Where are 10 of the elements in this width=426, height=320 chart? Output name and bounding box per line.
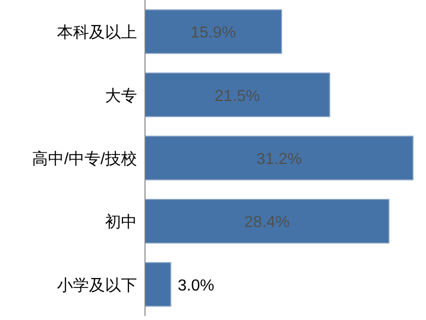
data-label: 15.9% [190, 24, 236, 42]
y-tick-label: 高中/中专/技校 [32, 150, 137, 168]
data-label: 31.2% [256, 151, 302, 168]
y-tick-label: 小学及以下 [57, 276, 137, 294]
y-tick-label: 大专 [105, 86, 137, 105]
y-tick-label: 本科及以上 [57, 24, 137, 42]
y-tick-label: 初中 [105, 213, 137, 232]
data-label: 21.5% [214, 88, 260, 105]
data-label: 28.4% [244, 214, 290, 232]
data-label: 3.0% [178, 277, 214, 294]
